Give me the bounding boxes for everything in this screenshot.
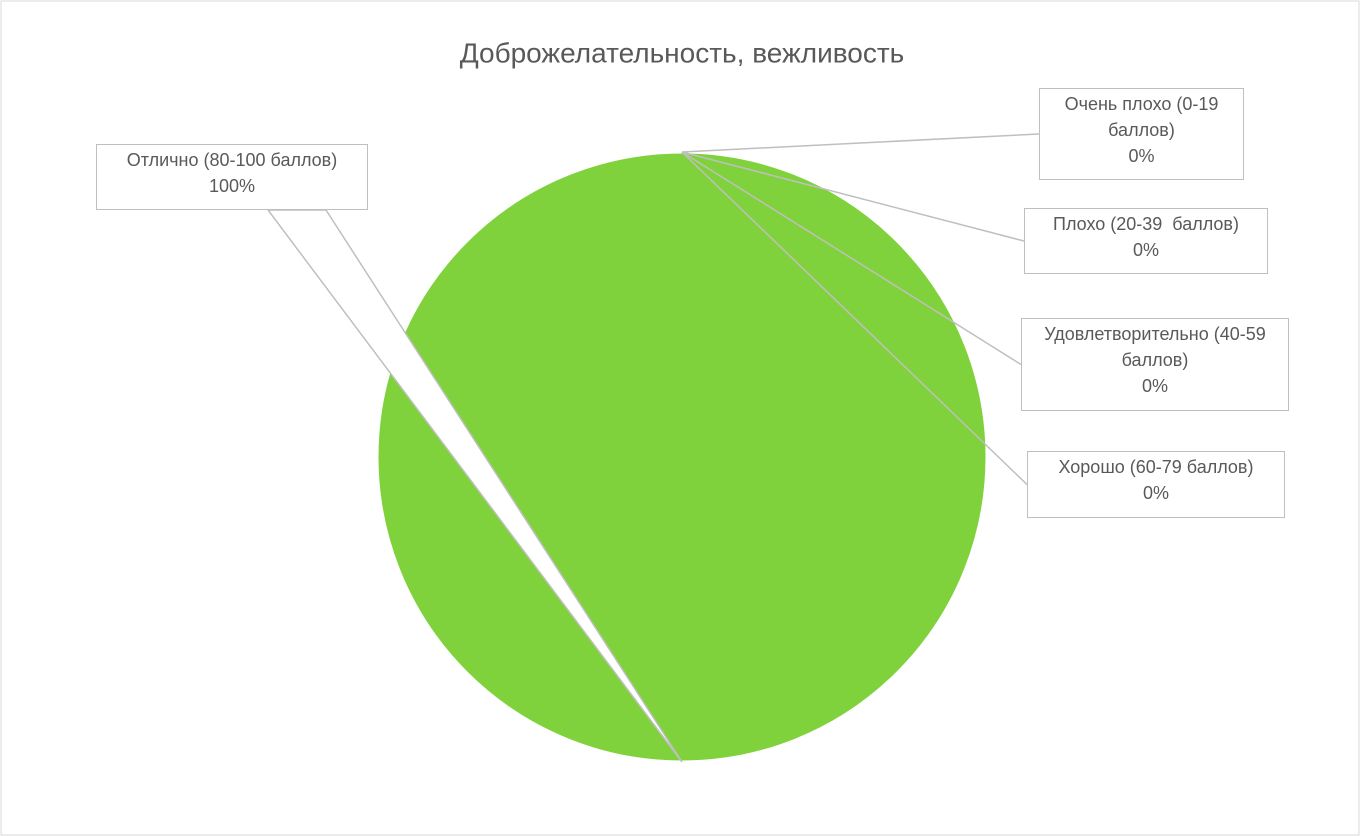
value-label: 0% [1132, 240, 1159, 260]
value-label: 0% [1141, 376, 1168, 396]
leader-line [681, 151, 1028, 486]
category-label: Удовлетворительно (40-59 баллов) [1044, 324, 1271, 370]
data-label: Очень плохо (0-19 баллов) 0% [1039, 88, 1244, 180]
category-label: Плохо (20-39 баллов) [1053, 214, 1239, 234]
value-label: 100% [208, 176, 256, 196]
leader-line [681, 133, 1040, 153]
data-label: Хорошо (60-79 баллов) 0% [1027, 451, 1285, 518]
category-label: Хорошо (60-79 баллов) [1058, 457, 1254, 477]
chart-title: Доброжелательность, вежливость [460, 37, 905, 68]
value-label: 0% [1128, 146, 1155, 166]
category-label: Отлично (80-100 баллов) [126, 150, 338, 170]
data-label: Удовлетворительно (40-59 баллов) 0% [1021, 318, 1289, 411]
leader-line [681, 151, 1025, 242]
value-label: 0% [1142, 483, 1169, 503]
category-label: Очень плохо (0-19 баллов) [1064, 94, 1224, 140]
data-label: Отлично (80-100 баллов) 100% [96, 144, 368, 210]
leader-line [266, 209, 683, 763]
data-label: Плохо (20-39 баллов) 0% [1024, 208, 1268, 274]
leader-line [681, 151, 1022, 366]
